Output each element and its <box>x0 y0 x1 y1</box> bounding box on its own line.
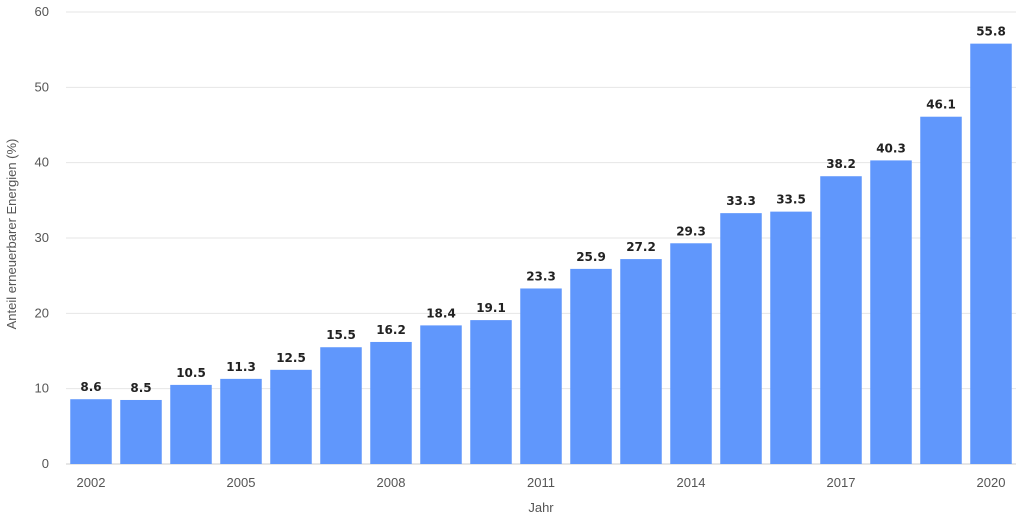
bar[interactable] <box>570 268 612 464</box>
data-label: 19.1 <box>476 301 506 315</box>
x-tick-label: 2008 <box>377 475 406 490</box>
bar[interactable] <box>620 259 662 464</box>
y-tick-label: 60 <box>35 4 49 19</box>
data-label: 38.2 <box>826 157 856 171</box>
data-label: 27.2 <box>626 240 656 254</box>
bar[interactable] <box>470 320 512 464</box>
data-label: 16.2 <box>376 323 406 337</box>
data-label: 29.3 <box>676 224 706 238</box>
bar[interactable] <box>720 213 762 464</box>
bar[interactable] <box>370 341 412 464</box>
x-tick-label: 2017 <box>827 475 856 490</box>
data-label: 25.9 <box>576 250 606 264</box>
data-labels: 8.6 8.5 10.5 11.3 12.5 15.5 16.2 18.4 19.1 23.3 25… <box>80 25 1005 395</box>
x-tick-label: 2011 <box>527 475 555 490</box>
y-axis-title: Anteil erneuerbarer Energien (%) <box>4 139 19 330</box>
x-axis-title: Jahr <box>528 500 554 515</box>
y-tick-label: 10 <box>35 381 49 396</box>
bar[interactable] <box>520 288 562 464</box>
data-label: 8.5 <box>130 381 151 395</box>
bar[interactable] <box>920 116 962 465</box>
bar[interactable] <box>320 347 362 464</box>
x-tick-label: 2020 <box>977 475 1006 490</box>
data-label: 23.3 <box>526 269 556 283</box>
y-tick-label: 30 <box>35 230 49 245</box>
bars <box>70 43 1012 465</box>
bar[interactable] <box>270 369 312 464</box>
data-label: 12.5 <box>276 351 306 365</box>
data-label: 46.1 <box>926 98 956 112</box>
bar[interactable] <box>420 325 462 464</box>
y-tick-label: 0 <box>42 456 49 471</box>
data-label: 40.3 <box>876 141 906 155</box>
bar[interactable] <box>220 378 262 464</box>
x-tick-label: 2002 <box>77 475 106 490</box>
y-tick-label: 20 <box>35 305 49 320</box>
bar[interactable] <box>970 43 1012 464</box>
y-tick-label: 50 <box>35 79 49 94</box>
bar[interactable] <box>170 384 212 464</box>
x-axis-ticks: 2002 2005 2008 2011 2014 2017 2020 <box>77 475 1006 490</box>
bar[interactable] <box>820 176 862 464</box>
bar[interactable] <box>770 211 812 464</box>
y-tick-label: 40 <box>35 155 49 170</box>
data-label: 11.3 <box>226 360 256 374</box>
data-label: 55.8 <box>976 25 1006 39</box>
data-label: 10.5 <box>176 366 206 380</box>
bar[interactable] <box>120 399 162 464</box>
data-label: 18.4 <box>426 306 456 320</box>
bar[interactable] <box>70 399 112 464</box>
x-tick-label: 2005 <box>227 475 256 490</box>
bar[interactable] <box>870 160 912 464</box>
x-tick-label: 2014 <box>677 475 706 490</box>
bar[interactable] <box>670 243 712 464</box>
data-label: 33.5 <box>776 193 806 207</box>
y-axis-ticks: 0 10 20 30 40 50 60 <box>35 4 49 471</box>
data-label: 15.5 <box>326 328 356 342</box>
data-label: 8.6 <box>80 380 101 394</box>
data-label: 33.3 <box>726 194 756 208</box>
